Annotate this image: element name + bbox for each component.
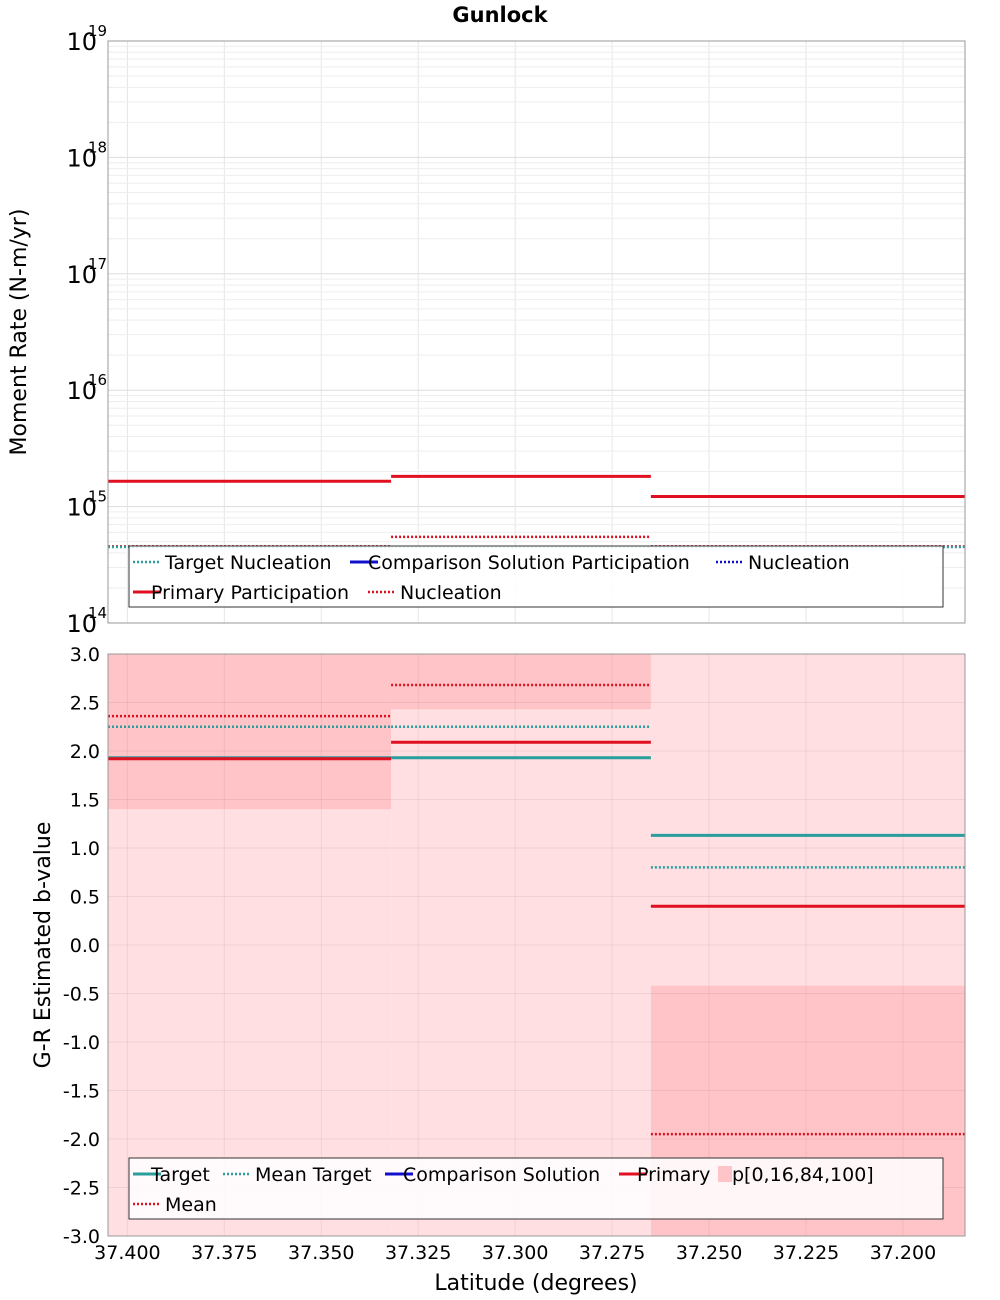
x-tick-label: 37.300 xyxy=(482,1242,548,1264)
y-tick-label: 10 xyxy=(66,610,97,638)
band-p0-p100 xyxy=(391,654,651,1236)
y-tick-label: 10 xyxy=(66,261,97,289)
y-tick-label: -2.5 xyxy=(63,1178,100,1200)
y-tick-label: -2.0 xyxy=(63,1129,100,1151)
y-tick-label: 10 xyxy=(66,494,97,522)
y-tick-exponent: 19 xyxy=(88,22,107,40)
x-tick-label: 37.350 xyxy=(288,1242,354,1264)
b-value-y-ticks: 3.0 2.5 2.0 1.5 1.0 0.5 0.0 -0.5 -1.0 -1.5 -2.0 -2.… xyxy=(63,644,100,1248)
legend-label: Mean Target xyxy=(255,1164,372,1186)
y-tick-label: 10 xyxy=(66,377,97,405)
legend-label: Primary Participation xyxy=(151,582,349,604)
b-value-panel: 3.0 2.5 2.0 1.5 1.0 0.5 0.0 -0.5 -1.0 -1.5 -2.0 -2.… xyxy=(31,644,966,1296)
x-tick-label: 37.375 xyxy=(191,1242,257,1264)
x-tick-label: 37.325 xyxy=(385,1242,451,1264)
y-tick-exponent: 17 xyxy=(88,255,107,273)
moment-rate-legend: Target Nucleation Comparison Solution Par… xyxy=(128,545,944,608)
legend-label: Primary xyxy=(637,1164,710,1186)
y-tick-label: 1.0 xyxy=(70,838,100,860)
y-tick-label: 0.5 xyxy=(70,887,100,909)
y-tick-exponent: 15 xyxy=(88,488,107,506)
y-tick-label: -1.0 xyxy=(63,1032,100,1054)
moment-rate-frame xyxy=(107,40,966,624)
legend-label: p[0,16,84,100] xyxy=(732,1164,874,1186)
moment-rate-ylabel: Moment Rate (N-m/yr) xyxy=(7,209,32,456)
b-value-frame xyxy=(107,653,966,1237)
b-value-legend: Target Mean Target Comparison Solution Prim… xyxy=(128,1157,944,1220)
y-tick-label: 10 xyxy=(66,144,97,172)
x-axis-label: Latitude (degrees) xyxy=(434,1271,637,1296)
b-value-x-ticks: 37.400 37.375 37.350 37.325 37.300 37.275 37.2… xyxy=(94,1242,936,1264)
y-tick-label: -3.0 xyxy=(63,1226,100,1248)
x-tick-label: 37.275 xyxy=(579,1242,645,1264)
band-p16-p84 xyxy=(391,654,651,710)
y-tick-label: 2.0 xyxy=(70,741,100,763)
legend-label: Target Nucleation xyxy=(164,552,332,574)
b-value-ylabel: G-R Estimated b-value xyxy=(31,822,56,1069)
y-tick-label: 10 xyxy=(66,28,97,56)
legend-label: Target xyxy=(150,1164,210,1186)
legend-label: Nucleation xyxy=(748,552,850,574)
b-value-series xyxy=(108,683,965,1136)
legend-label: Nucleation xyxy=(400,582,502,604)
y-tick-label: -1.5 xyxy=(63,1081,100,1103)
x-tick-label: 37.400 xyxy=(94,1242,160,1264)
chart-title: Gunlock xyxy=(452,3,548,27)
band-p16-p84 xyxy=(108,654,392,810)
y-tick-exponent: 16 xyxy=(88,371,107,389)
legend-label: Comparison Solution xyxy=(403,1164,600,1186)
legend-box xyxy=(128,1157,944,1220)
x-tick-label: 37.250 xyxy=(676,1242,742,1264)
legend-label: Mean xyxy=(165,1194,217,1216)
y-tick-label: 2.5 xyxy=(70,693,100,715)
legend-box xyxy=(128,545,944,608)
y-tick-label: 0.0 xyxy=(70,935,100,957)
legend-swatch xyxy=(718,1166,732,1182)
x-tick-label: 37.200 xyxy=(870,1242,936,1264)
legend-label: Comparison Solution Participation xyxy=(368,552,690,574)
x-tick-label: 37.225 xyxy=(773,1242,839,1264)
y-tick-exponent: 18 xyxy=(88,138,107,156)
y-tick-label: -0.5 xyxy=(63,984,100,1006)
y-tick-exponent: 14 xyxy=(88,604,107,622)
y-tick-label: 3.0 xyxy=(70,644,100,666)
y-tick-label: 1.5 xyxy=(70,790,100,812)
